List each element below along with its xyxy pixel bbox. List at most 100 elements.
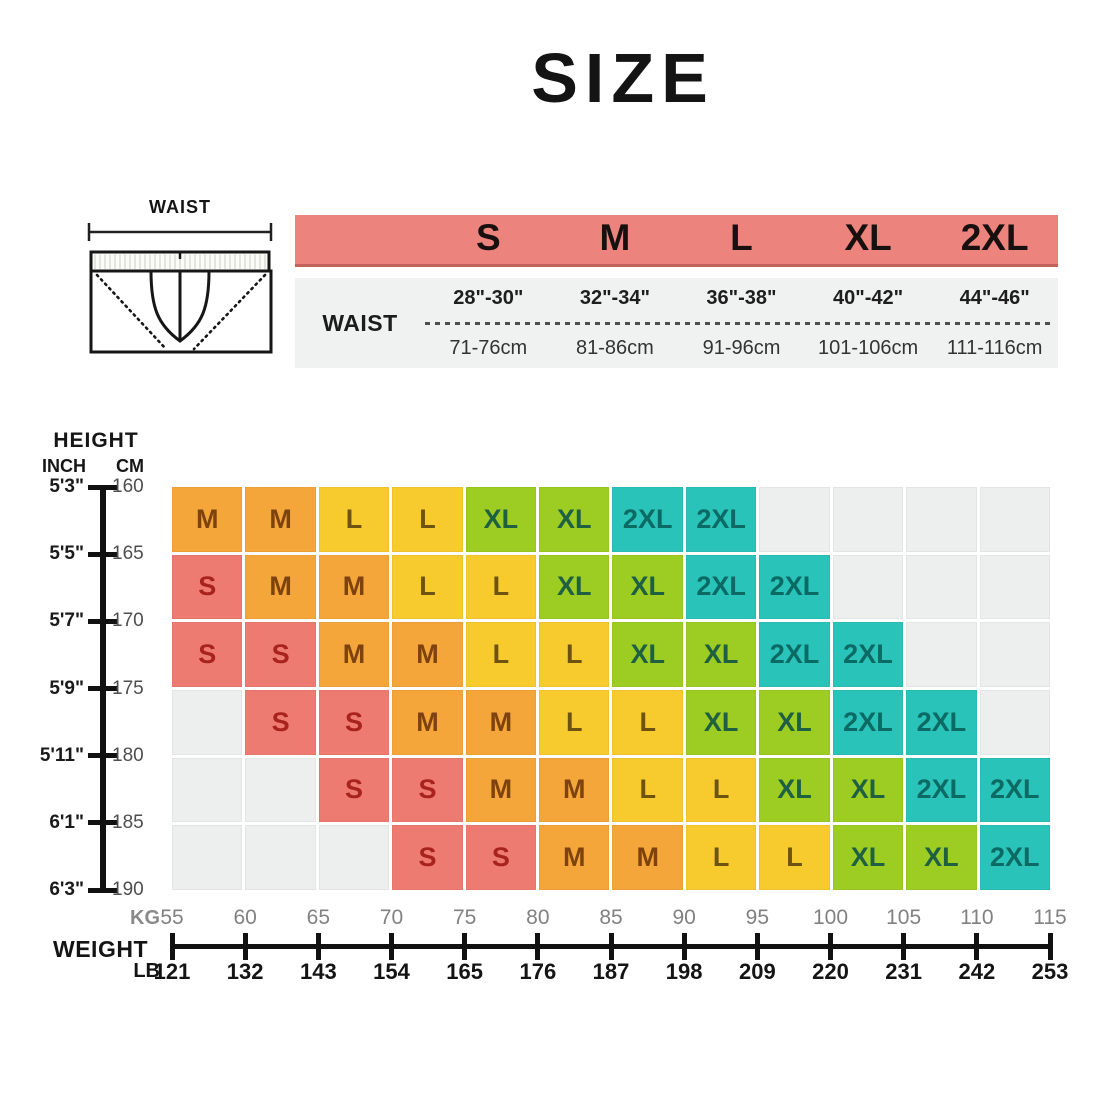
weight-lb-label: 231	[885, 959, 923, 984]
grid-cell-l: L	[465, 622, 537, 687]
weight-tick	[389, 933, 394, 960]
grid-cell-l: L	[612, 757, 683, 823]
size-header-2xl: 2XL	[960, 216, 1029, 258]
grid-cell-empty	[832, 554, 904, 620]
weight-tick	[754, 933, 760, 960]
grid-cell-2xl: 2XL	[832, 689, 904, 755]
height-cm-label: 190	[112, 879, 144, 900]
weight-tick	[901, 933, 907, 960]
grid-cell-m: M	[392, 689, 463, 755]
height-tick	[88, 686, 118, 691]
grid-cell-s: S	[392, 825, 463, 890]
grid-cell-xl: XL	[832, 825, 904, 890]
grid-cell-l: L	[465, 554, 537, 620]
waist-range-2xl: 44"-46" 111-116cm	[931, 278, 1058, 368]
grid-cell-l: L	[612, 689, 683, 755]
height-inch-label: 6'1"	[49, 811, 84, 833]
grid-cell-m: M	[539, 757, 610, 823]
waist-inches: 40"-42"	[833, 287, 904, 309]
grid-cell-2xl: 2XL	[685, 487, 757, 552]
size-table-header-cols: S M L XL 2XL	[425, 215, 1058, 264]
waist-range-xl: 40"-42" 101-106cm	[805, 278, 932, 368]
waist-cm: 81-86cm	[575, 337, 654, 359]
height-cm-label: 170	[112, 610, 144, 632]
waist-inches: 44"-46"	[959, 287, 1030, 309]
size-table-corner	[295, 215, 425, 264]
size-header-l: L	[730, 216, 753, 258]
weight-lb-label: 154	[373, 959, 410, 984]
grid-cell-m: M	[245, 554, 316, 620]
weight-kg-label: 85	[599, 906, 623, 929]
weight-tick	[315, 933, 321, 960]
weight-tick	[974, 933, 980, 960]
weight-kg-label: 55	[160, 906, 184, 929]
grid-cell-2xl: 2XL	[685, 554, 757, 620]
size-header-xl: XL	[844, 216, 892, 258]
weight-axis-kg-label: KG	[130, 907, 160, 929]
grid-cell-m: M	[172, 487, 243, 552]
height-tick	[88, 618, 118, 624]
weight-lb-label: 209	[738, 959, 776, 984]
waist-range-m: 32"-34" 81-86cm	[552, 278, 679, 368]
weight-lb-label: 176	[519, 959, 557, 984]
weight-tick	[608, 933, 614, 960]
height-cm-label: 180	[112, 744, 144, 766]
grid-cell-empty	[979, 554, 1050, 620]
grid-cell-2xl: 2XL	[979, 757, 1050, 823]
weight-tick	[681, 933, 687, 960]
waist-inches: 32"-34"	[579, 287, 650, 309]
weight-lb-label: 132	[226, 959, 264, 984]
grid-cell-m: M	[245, 487, 316, 552]
grid-cell-s: S	[245, 622, 316, 687]
grid-cell-xl: XL	[539, 487, 610, 552]
weight-lb-label: 165	[446, 959, 484, 984]
grid-cell-empty	[979, 622, 1050, 687]
grid-cell-empty	[172, 825, 243, 890]
grid-cell-s: S	[172, 622, 243, 687]
grid-cell-empty	[318, 825, 390, 890]
size-table-row-label: WAIST	[322, 309, 398, 336]
weight-tick	[1047, 933, 1053, 960]
grid-cell-l: L	[685, 757, 757, 823]
grid-cell-empty	[759, 487, 830, 552]
waist-cm: 71-76cm	[449, 337, 528, 359]
waist-cm: 111-116cm	[946, 337, 1043, 359]
grid-cell-xl: XL	[539, 554, 610, 620]
grid-cell-2xl: 2XL	[759, 554, 830, 620]
grid-cell-l: L	[539, 622, 610, 687]
weight-tick	[242, 933, 248, 960]
height-axis-cm-label: CM	[116, 456, 144, 476]
grid-cell-s: S	[318, 757, 390, 823]
height-inch-label: 5'11"	[39, 744, 84, 766]
grid-cell-2xl: 2XL	[759, 622, 830, 687]
size-table-body: WAIST 28"-30" 71-76cm 32"-34" 81-86cm 36"-38…	[295, 278, 1058, 368]
grid-cell-l: L	[685, 825, 757, 890]
size-table-header: S M L XL 2XL	[295, 215, 1058, 267]
height-cm-label: 165	[112, 543, 144, 565]
grid-cell-s: S	[465, 825, 537, 890]
grid-cell-l: L	[318, 487, 390, 552]
height-cm-label: 185	[112, 811, 144, 833]
grid-cell-xl: XL	[465, 487, 537, 552]
weight-kg-label: 95	[745, 906, 769, 929]
grid-cell-empty	[906, 554, 977, 620]
height-tick	[88, 887, 118, 893]
grid-cell-l: L	[539, 689, 610, 755]
height-inch-label: 5'9"	[49, 677, 84, 699]
weight-lb-label: 121	[153, 959, 191, 984]
weight-lb-label: 242	[958, 959, 996, 984]
grid-cell-m: M	[465, 689, 537, 755]
grid-cell-m: M	[318, 622, 390, 687]
weight-kg-label: 80	[526, 906, 550, 929]
grid-cell-xl: XL	[906, 825, 977, 890]
weight-lb-label: 253	[1031, 959, 1069, 984]
grid-cell-l: L	[392, 487, 463, 552]
weight-kg-label: 90	[672, 906, 696, 929]
grid-cell-m: M	[392, 622, 463, 687]
waist-cm: 91-96cm	[702, 337, 781, 359]
dotted-divider	[425, 322, 1052, 325]
weight-lb-label: 220	[812, 959, 849, 984]
height-tick	[88, 484, 118, 490]
waist-diagram-label: WAIST	[149, 197, 211, 217]
